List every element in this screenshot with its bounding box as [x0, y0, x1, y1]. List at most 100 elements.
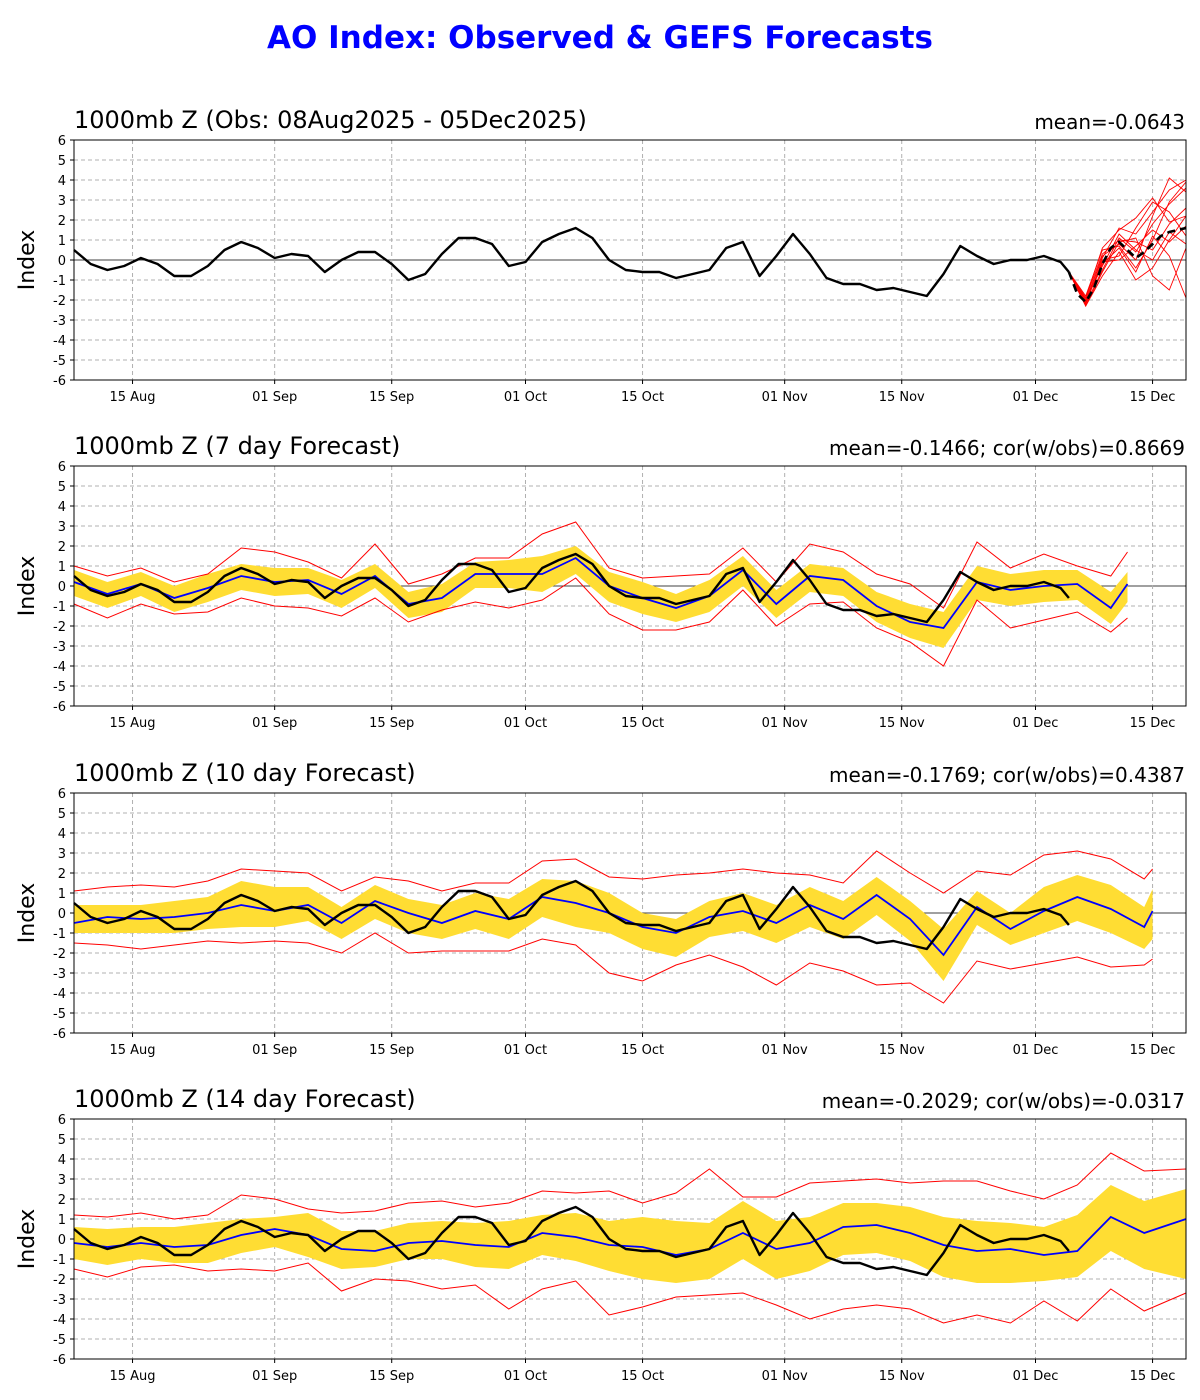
- x-tick-label: 01 Oct: [504, 716, 547, 731]
- y-tick-label: -6: [53, 700, 66, 715]
- y-tick-label: 6: [58, 134, 66, 149]
- chart-observed: -6 -5 -4 -3 -2 -1 0 1 2 3 4 5 6 15 Aug 01 Sep 15 Sep 01 …: [15, 134, 1187, 405]
- x-tick-label: 01 Oct: [504, 390, 547, 405]
- y-tick-label: 1: [58, 887, 66, 902]
- y-tick-label: -5: [53, 1333, 66, 1348]
- x-tick-label: 01 Oct: [504, 1043, 547, 1058]
- chart-7day: -6 -5 -4 -3 -2 -1 0 1 2 3 4 5 6 15 Aug 01 Sep 15 Sep 01 …: [15, 460, 1187, 731]
- y-tick-label: -3: [53, 314, 66, 329]
- y-tick-label: 4: [58, 500, 66, 515]
- y-tick-label: 6: [58, 460, 66, 475]
- y-tick-label: -1: [53, 274, 66, 289]
- x-tick-label: 01 Sep: [252, 1369, 297, 1384]
- y-axis-label: Index: [15, 556, 40, 617]
- y-tick-label: -6: [53, 1027, 66, 1042]
- panel-title-observed: 1000mb Z (Obs: 08Aug2025 - 05Dec2025): [74, 106, 587, 134]
- x-tick-label: 15 Aug: [109, 1369, 155, 1384]
- panel-stats-observed: mean=-0.0643: [1034, 110, 1185, 134]
- y-tick-label: 1: [58, 560, 66, 575]
- panel-10day: -6 -5 -4 -3 -2 -1 0 1 2 3 4 5 6 15 Aug 01 Sep 15 Sep 01 …: [0, 759, 1200, 1063]
- x-tick-label: 01 Nov: [762, 390, 808, 405]
- x-tick-label: 15 Oct: [621, 1043, 664, 1058]
- x-tick-label: 15 Aug: [109, 716, 155, 731]
- y-tick-label: -5: [53, 680, 66, 695]
- chart-10day: -6 -5 -4 -3 -2 -1 0 1 2 3 4 5 6 15 Aug 01 Sep 15 Sep 01 …: [15, 787, 1187, 1058]
- plot-frame: [73, 465, 1187, 707]
- y-tick-label: 0: [58, 254, 66, 269]
- x-tick-label: 01 Dec: [1013, 716, 1059, 731]
- y-tick-label: -5: [53, 1007, 66, 1022]
- y-tick-label: 3: [58, 1173, 66, 1188]
- y-axis-label: Index: [15, 230, 40, 291]
- spread-band: [74, 1185, 1186, 1283]
- x-tick-label: 01 Dec: [1013, 1369, 1059, 1384]
- x-tick-label: 15 Nov: [879, 1369, 925, 1384]
- y-tick-label: 6: [58, 1113, 66, 1128]
- panel-title-10day: 1000mb Z (10 day Forecast): [74, 759, 416, 787]
- y-tick-label: -3: [53, 967, 66, 982]
- y-tick-label: -4: [53, 334, 66, 349]
- y-tick-label: 1: [58, 1213, 66, 1228]
- extreme-upper-line: [73, 1152, 1187, 1220]
- y-tick-label: 4: [58, 827, 66, 842]
- observed-line: [73, 1205, 1070, 1277]
- panel-7day: -6 -5 -4 -3 -2 -1 0 1 2 3 4 5 6 15 Aug 01 Sep 15 Sep 01 …: [0, 432, 1200, 736]
- x-tick-label: 15 Oct: [621, 716, 664, 731]
- y-tick-label: -4: [53, 987, 66, 1002]
- x-tick-label: 15 Aug: [109, 390, 155, 405]
- forecast-mean-line: [1067, 226, 1187, 305]
- y-tick-label: -2: [53, 620, 66, 635]
- y-tick-label: 2: [58, 540, 66, 555]
- panel-stats-7day: mean=-0.1466; cor(w/obs)=0.8669: [828, 436, 1185, 460]
- y-axis-label: Index: [15, 883, 40, 944]
- y-tick-label: 3: [58, 847, 66, 862]
- x-tick-label: 15 Nov: [879, 390, 925, 405]
- x-tick-label: 15 Dec: [1130, 1369, 1176, 1384]
- x-tick-label: 15 Oct: [621, 390, 664, 405]
- panel-title-14day: 1000mb Z (14 day Forecast): [74, 1085, 416, 1113]
- x-tick-label: 15 Nov: [879, 716, 925, 731]
- x-tick-label: 15 Dec: [1130, 390, 1176, 405]
- y-tick-label: 5: [58, 154, 66, 169]
- x-tick-label: 15 Oct: [621, 1369, 664, 1384]
- ensemble-member-line: [1068, 237, 1187, 308]
- y-tick-label: 4: [58, 174, 66, 189]
- extreme-upper-line: [73, 850, 1153, 894]
- plot-frame: [73, 139, 1187, 381]
- y-tick-label: 0: [58, 907, 66, 922]
- y-tick-label: 2: [58, 867, 66, 882]
- y-tick-label: -1: [53, 600, 66, 615]
- extreme-lower-line: [73, 932, 1153, 1004]
- y-tick-label: 2: [58, 214, 66, 229]
- plot-frame: [73, 792, 1187, 1034]
- observed-line: [73, 552, 1070, 624]
- y-tick-label: -1: [53, 1253, 66, 1268]
- panel-observed: -6 -5 -4 -3 -2 -1 0 1 2 3 4 5 6 15 Aug 01 Sep 15 Sep 01 …: [0, 106, 1200, 410]
- ensemble-member-line: [1068, 197, 1187, 300]
- x-tick-label: 01 Nov: [762, 1369, 808, 1384]
- extreme-lower-line: [73, 577, 1128, 667]
- extreme-upper-line: [73, 521, 1128, 609]
- y-tick-label: -2: [53, 294, 66, 309]
- observed-line: [73, 879, 1070, 951]
- x-tick-label: 15 Dec: [1130, 716, 1176, 731]
- y-tick-label: 5: [58, 480, 66, 495]
- y-tick-label: 6: [58, 787, 66, 802]
- y-tick-label: -4: [53, 660, 66, 675]
- x-tick-label: 01 Oct: [504, 1369, 547, 1384]
- ensemble-member-line: [1068, 179, 1187, 302]
- y-tick-label: 3: [58, 520, 66, 535]
- panel-stats-14day: mean=-0.2029; cor(w/obs)=-0.0317: [821, 1089, 1185, 1113]
- extreme-lower-line: [73, 1262, 1187, 1324]
- y-tick-label: -2: [53, 1273, 66, 1288]
- observed-line: [73, 226, 1070, 298]
- spread-band: [74, 875, 1153, 981]
- panel-stats-10day: mean=-0.1769; cor(w/obs)=0.4387: [828, 763, 1185, 787]
- panel-title-7day: 1000mb Z (7 day Forecast): [74, 432, 401, 460]
- y-tick-label: 5: [58, 807, 66, 822]
- ensemble-mean-line: [73, 1215, 1187, 1256]
- x-tick-label: 01 Nov: [762, 1043, 808, 1058]
- y-tick-label: 1: [58, 234, 66, 249]
- y-tick-label: -6: [53, 1353, 66, 1368]
- chart-title: AO Index: Observed & GEFS Forecasts: [267, 20, 933, 56]
